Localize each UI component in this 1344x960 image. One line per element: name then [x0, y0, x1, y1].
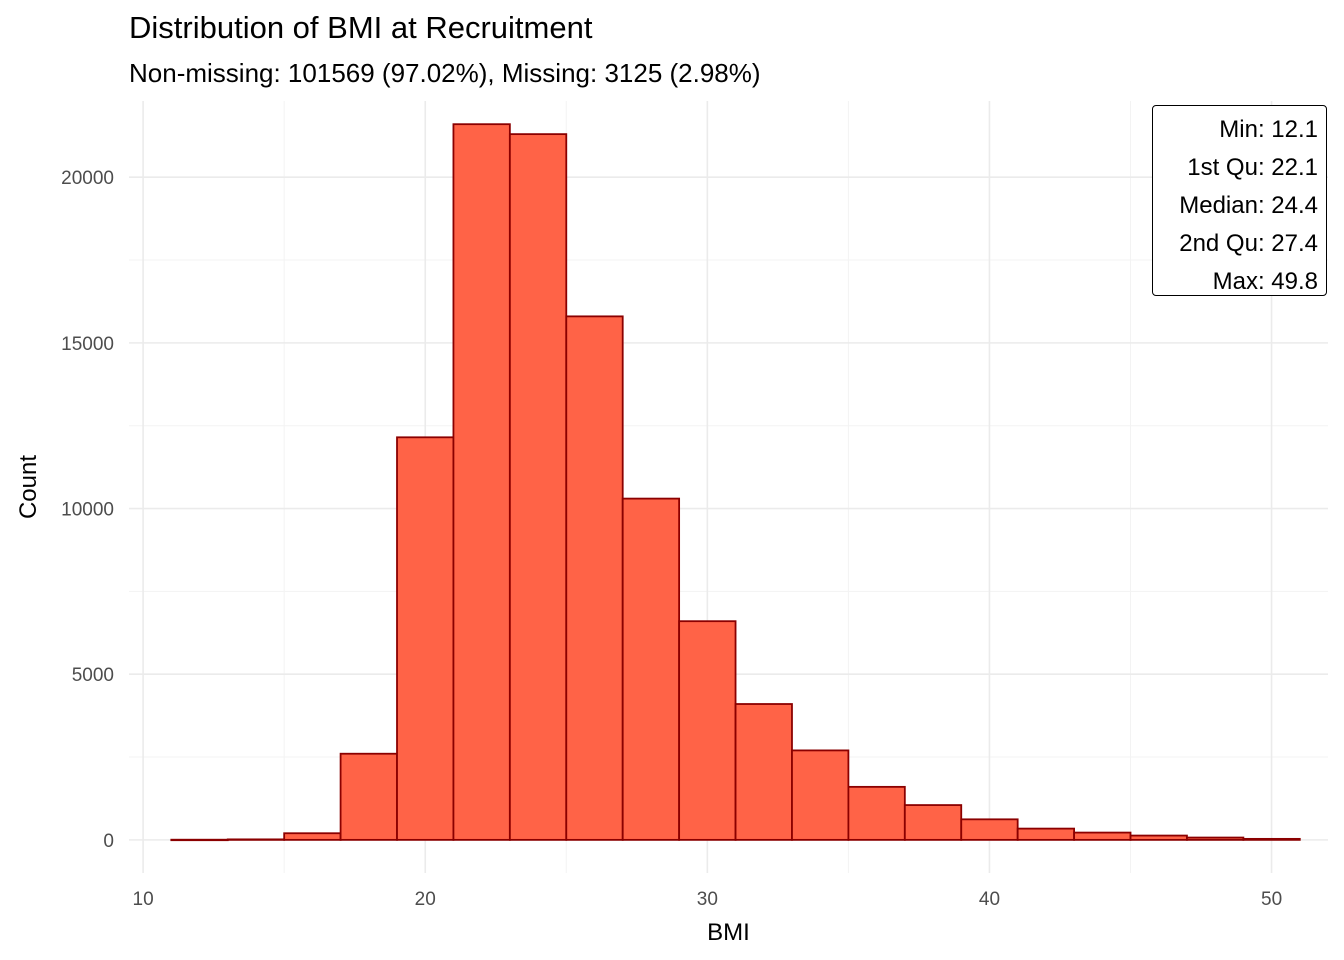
summary-stats-box: Min: 12.1 1st Qu: 22.1 Median: 24.4 2nd …	[1152, 105, 1327, 296]
histogram-bar	[452, 123, 511, 841]
stat-min: Min: 12.1	[1219, 116, 1318, 143]
histogram-bar	[339, 752, 398, 841]
y-tick-label: 15000	[61, 334, 114, 355]
histogram-bar	[283, 832, 342, 841]
grid-lines	[129, 101, 1328, 873]
y-tick-label: 0	[103, 831, 114, 852]
stat-max: Max: 49.8	[1212, 268, 1318, 295]
axis-tick-labels: 10 20 30 40 50 0 5000 10000 15000 20000	[61, 168, 1282, 910]
histogram-bar	[960, 818, 1019, 841]
histogram-bar	[396, 436, 455, 841]
histogram-bar	[1073, 831, 1132, 841]
histogram-bar	[621, 497, 681, 841]
x-tick-label: 10	[133, 889, 154, 910]
histogram-bar	[1242, 837, 1301, 841]
y-tick-label: 5000	[72, 665, 114, 686]
stat-median: Median: 24.4	[1179, 192, 1318, 219]
x-tick-label: 30	[697, 889, 718, 910]
histogram-bar	[226, 838, 286, 841]
chart-subtitle: Non-missing: 101569 (97.02%), Missing: 3…	[129, 58, 761, 88]
histogram-bar	[1129, 834, 1188, 841]
chart-title: Distribution of BMI at Recruitment	[129, 10, 593, 45]
histogram-bar	[903, 804, 963, 841]
histogram-bar	[170, 838, 229, 842]
x-tick-label: 20	[415, 889, 436, 910]
histogram-bar	[1016, 827, 1075, 841]
histogram-bar	[847, 785, 906, 841]
histogram-bar	[565, 315, 624, 841]
histogram-bar	[1186, 836, 1245, 841]
stat-second-quartile: 2nd Qu: 27.4	[1179, 230, 1318, 257]
histogram-bars	[170, 123, 1301, 842]
x-axis-title: BMI	[707, 919, 750, 946]
histogram-bar	[508, 133, 568, 841]
stat-first-quartile: 1st Qu: 22.1	[1187, 154, 1318, 181]
y-tick-label: 20000	[61, 168, 114, 189]
histogram-bar	[678, 620, 737, 841]
histogram-bar	[791, 749, 850, 841]
y-axis-title: Count	[15, 455, 42, 519]
x-tick-label: 40	[979, 889, 1000, 910]
x-tick-label: 50	[1261, 889, 1282, 910]
y-tick-label: 10000	[61, 500, 114, 521]
histogram-bar	[734, 703, 793, 841]
